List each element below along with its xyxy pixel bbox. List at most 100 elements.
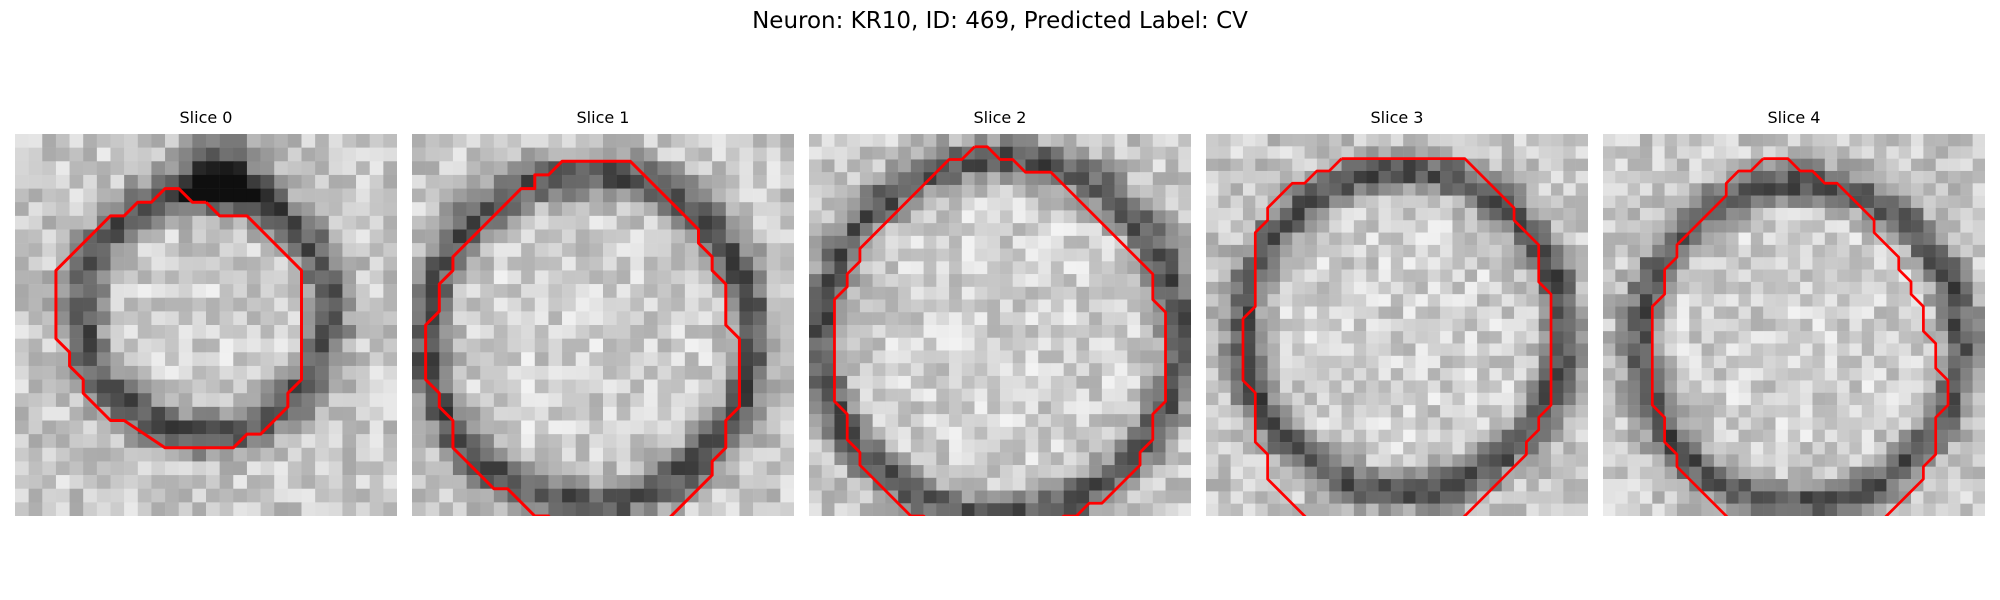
image-pixel bbox=[1452, 479, 1466, 492]
image-pixel bbox=[315, 202, 330, 217]
image-pixel bbox=[1923, 355, 1936, 369]
image-pixel bbox=[233, 174, 248, 189]
image-pixel bbox=[1415, 343, 1429, 357]
image-pixel bbox=[206, 447, 220, 462]
image-pixel bbox=[1076, 477, 1090, 491]
image-pixel bbox=[1165, 248, 1179, 262]
image-pixel bbox=[1575, 405, 1588, 418]
image-pixel bbox=[439, 488, 454, 503]
image-pixel bbox=[1477, 466, 1490, 480]
image-pixel bbox=[1477, 343, 1490, 357]
image-pixel bbox=[589, 202, 604, 217]
image-pixel bbox=[219, 365, 234, 380]
image-pixel bbox=[69, 229, 84, 244]
image-pixel bbox=[15, 447, 29, 462]
image-pixel bbox=[1152, 172, 1166, 186]
image-pixel bbox=[1152, 414, 1166, 428]
image-pixel bbox=[1763, 429, 1776, 443]
image-pixel bbox=[961, 261, 975, 275]
image-pixel bbox=[1218, 220, 1231, 233]
image-pixel bbox=[1538, 195, 1552, 209]
image-pixel bbox=[1390, 257, 1404, 270]
image-pixel bbox=[1800, 355, 1813, 369]
image-pixel bbox=[1403, 257, 1416, 270]
image-pixel bbox=[1230, 380, 1244, 394]
image-pixel bbox=[1603, 306, 1616, 320]
image-pixel bbox=[1726, 306, 1739, 320]
image-pixel bbox=[949, 159, 963, 173]
image-pixel bbox=[1948, 257, 1961, 270]
image-pixel bbox=[274, 134, 289, 148]
image-pixel bbox=[1218, 269, 1231, 283]
image-pixel bbox=[1837, 146, 1850, 159]
image-pixel bbox=[1304, 257, 1318, 270]
image-pixel bbox=[452, 229, 467, 244]
image-pixel bbox=[1114, 274, 1128, 288]
image-pixel bbox=[562, 202, 576, 217]
image-pixel bbox=[383, 270, 397, 285]
image-pixel bbox=[684, 270, 699, 285]
image-pixel bbox=[1750, 306, 1764, 320]
image-pixel bbox=[1874, 134, 1887, 147]
image-pixel bbox=[1427, 417, 1441, 430]
image-pixel bbox=[1089, 401, 1103, 415]
image-pixel bbox=[1627, 158, 1641, 172]
image-pixel bbox=[1403, 466, 1416, 480]
image-pixel bbox=[780, 406, 794, 421]
image-pixel bbox=[137, 297, 152, 312]
image-pixel bbox=[1738, 479, 1752, 492]
image-pixel bbox=[1440, 417, 1453, 430]
image-pixel bbox=[1127, 261, 1141, 275]
image-pixel bbox=[821, 503, 835, 516]
image-pixel bbox=[1063, 350, 1077, 364]
image-pixel bbox=[1972, 491, 1985, 504]
image-pixel bbox=[1676, 368, 1690, 381]
image-pixel bbox=[260, 147, 275, 162]
image-pixel bbox=[712, 147, 727, 162]
image-pixel bbox=[1701, 454, 1715, 467]
image-pixel bbox=[1255, 405, 1268, 418]
image-pixel bbox=[480, 379, 495, 394]
image-pixel bbox=[780, 284, 794, 298]
image-pixel bbox=[809, 363, 822, 377]
image-pixel bbox=[859, 503, 873, 516]
image-pixel bbox=[1403, 294, 1416, 307]
image-pixel bbox=[507, 475, 522, 489]
image-pixel bbox=[342, 447, 357, 462]
image-pixel bbox=[1063, 325, 1077, 338]
image-pixel bbox=[1304, 244, 1318, 258]
image-pixel bbox=[1152, 465, 1166, 479]
image-pixel bbox=[898, 299, 912, 313]
image-pixel bbox=[1206, 405, 1219, 418]
image-pixel bbox=[1267, 318, 1281, 332]
image-pixel bbox=[1025, 325, 1039, 338]
image-pixel bbox=[834, 325, 848, 338]
image-pixel bbox=[562, 461, 576, 476]
image-pixel bbox=[1390, 392, 1404, 406]
image-pixel bbox=[1304, 146, 1318, 159]
image-pixel bbox=[1415, 331, 1429, 344]
image-pixel bbox=[974, 503, 988, 516]
image-pixel bbox=[575, 338, 590, 353]
image-pixel bbox=[1575, 491, 1588, 504]
image-pixel bbox=[1279, 170, 1293, 184]
image-pixel bbox=[534, 161, 549, 176]
image-pixel bbox=[1738, 442, 1752, 455]
image-pixel bbox=[1701, 368, 1715, 381]
image-pixel bbox=[369, 256, 384, 271]
image-pixel bbox=[1563, 146, 1576, 159]
image-pixel bbox=[987, 312, 1001, 326]
image-pixel bbox=[15, 256, 29, 271]
image-pixel bbox=[575, 134, 590, 148]
image-pixel bbox=[274, 475, 289, 489]
image-pixel bbox=[1837, 244, 1850, 258]
image-pixel bbox=[1242, 368, 1256, 381]
image-pixel bbox=[603, 161, 617, 176]
image-pixel bbox=[1279, 392, 1293, 406]
image-pixel bbox=[1689, 355, 1702, 369]
image-pixel bbox=[616, 379, 631, 394]
image-pixel bbox=[1603, 294, 1616, 307]
image-pixel bbox=[1575, 158, 1588, 172]
image-pixel bbox=[439, 297, 454, 312]
image-pixel bbox=[1063, 426, 1077, 440]
